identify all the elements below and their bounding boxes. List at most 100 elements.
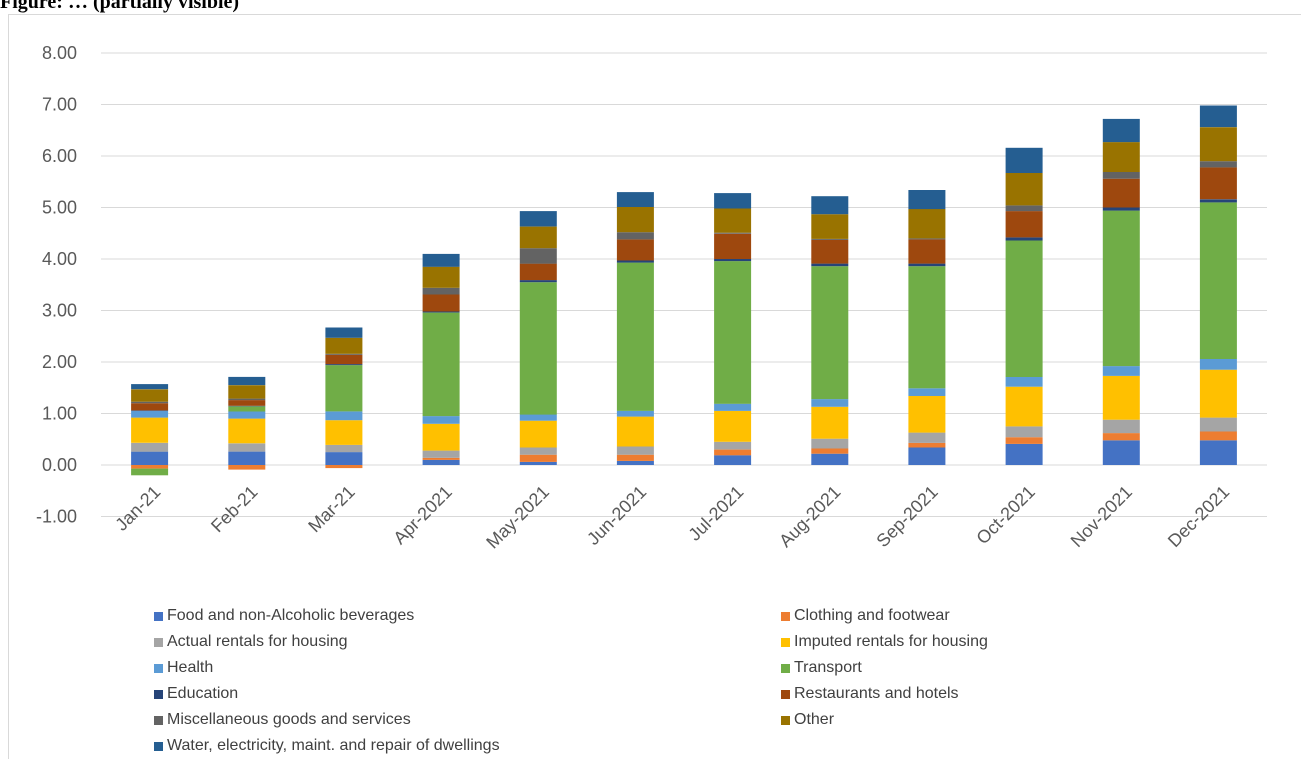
bar-segment	[1005, 386, 1043, 427]
y-tick-label: 0.00	[42, 455, 77, 475]
bar-segment	[1102, 210, 1140, 367]
bar-segment	[1005, 173, 1043, 206]
bar-segment	[422, 312, 460, 417]
bar-segment	[1102, 207, 1140, 211]
bar-segment	[422, 266, 460, 288]
bar-segment	[908, 190, 946, 210]
bar-segment	[1005, 443, 1043, 465]
bar-segment	[422, 450, 460, 458]
legend-label: Water, electricity, maint. and repair of…	[167, 737, 500, 754]
bar-segment	[228, 443, 266, 452]
bar-segment	[422, 294, 460, 312]
legend-label: Restaurants and hotels	[794, 685, 959, 702]
bar-segment	[811, 448, 849, 454]
bar-segment	[519, 280, 557, 283]
x-tick-label: Jul-2021	[684, 482, 747, 545]
bar-segment	[422, 253, 460, 267]
bar-segment	[616, 454, 654, 461]
bar-segment	[811, 239, 849, 264]
bar-segment	[131, 410, 169, 411]
legend-item: Transport	[781, 659, 862, 677]
bar-segment	[228, 406, 266, 412]
legend-label: Transport	[794, 659, 862, 676]
bar-segment	[228, 398, 266, 401]
bar-segment	[1199, 358, 1237, 370]
bar-segment	[1199, 202, 1237, 359]
bar-segment	[519, 454, 557, 462]
y-tick-label: 6.00	[42, 146, 77, 166]
bar-segment	[228, 400, 266, 406]
legend-item: Miscellaneous goods and services	[154, 711, 411, 729]
bar-segment	[519, 248, 557, 264]
bar-segment	[811, 214, 849, 239]
bar-segment	[616, 460, 654, 465]
bar-segment	[131, 389, 169, 402]
y-tick-label: 8.00	[42, 43, 77, 63]
legend-label: Education	[167, 685, 239, 702]
bar-segment	[519, 461, 557, 465]
bar-segment	[616, 207, 654, 233]
bar-segment	[714, 441, 752, 450]
y-tick-label: -1.00	[36, 507, 77, 527]
bar-segment	[811, 266, 849, 400]
chart-frame: -1.00 0.00 1.00 2.00 3.00 4.00 5.00 6.00 7.00 8.0…	[8, 14, 1301, 759]
title-strip: Figure: … (partially visible)	[0, 0, 1301, 14]
bar-segment	[131, 465, 169, 469]
bar-segment	[325, 365, 363, 412]
y-tick-label: 5.00	[42, 198, 77, 218]
bar-segment	[1102, 366, 1140, 376]
bar-segment	[1005, 211, 1043, 238]
bar-segment	[422, 457, 460, 460]
bar-segment	[908, 442, 946, 448]
bar-segment	[131, 451, 169, 465]
bar-segment	[519, 226, 557, 249]
legend-item: Actual rentals for housing	[154, 633, 348, 651]
bar-segment	[1102, 142, 1140, 172]
bar-segment	[228, 385, 266, 399]
bar-segment	[1102, 178, 1140, 208]
x-tick-label: Apr-2021	[389, 482, 456, 549]
bar-segment	[325, 444, 363, 453]
legend-swatch	[781, 715, 790, 725]
bar-segment	[811, 399, 849, 407]
legend-swatch	[781, 689, 790, 699]
stacked-bar-chart: -1.00 0.00 1.00 2.00 3.00 4.00 5.00 6.00 7.00 8.0…	[36, 43, 1267, 552]
bar-segment	[811, 263, 849, 267]
bar-segment	[616, 410, 654, 417]
bar-segment	[908, 238, 946, 240]
bar-segment	[228, 465, 266, 470]
bar-segment	[1199, 199, 1237, 203]
x-tick-label: Mar-21	[304, 482, 358, 536]
bar-segment	[325, 452, 363, 465]
bar-segment	[325, 364, 363, 366]
bar-segment	[908, 239, 946, 264]
legend-item: Imputed rentals for housing	[781, 633, 988, 651]
legend-label: Food and non-Alcoholic beverages	[167, 607, 415, 624]
bar-segment	[131, 442, 169, 452]
bar-segment	[1005, 426, 1043, 438]
bar-segment	[131, 384, 169, 390]
bar-segment	[131, 410, 169, 418]
y-tick-label: 1.00	[42, 404, 77, 424]
bar-segment	[228, 376, 266, 386]
bar-segment	[811, 238, 849, 240]
bar-segment	[616, 446, 654, 455]
bar-segment	[131, 468, 169, 476]
bar-segment	[1005, 147, 1043, 173]
bar-segment	[714, 193, 752, 209]
bar-segment	[811, 438, 849, 449]
x-tick-label: Oct-2021	[972, 482, 1039, 549]
bar-segment	[325, 337, 363, 354]
bar-segment	[325, 353, 363, 355]
legend-item: Other	[781, 711, 834, 729]
bar-segment	[1199, 167, 1237, 200]
y-axis-ticks: -1.00 0.00 1.00 2.00 3.00 4.00 5.00 6.00 7.00 8.0…	[36, 43, 77, 527]
bar-segment	[908, 447, 946, 465]
legend-swatch	[781, 663, 790, 673]
bar-segment	[519, 282, 557, 415]
bar-segment	[519, 447, 557, 455]
legend-label: Actual rentals for housing	[167, 633, 348, 650]
legend-label: Clothing and footwear	[794, 607, 950, 624]
bar-segment	[1199, 161, 1237, 168]
bar-segment	[714, 449, 752, 456]
